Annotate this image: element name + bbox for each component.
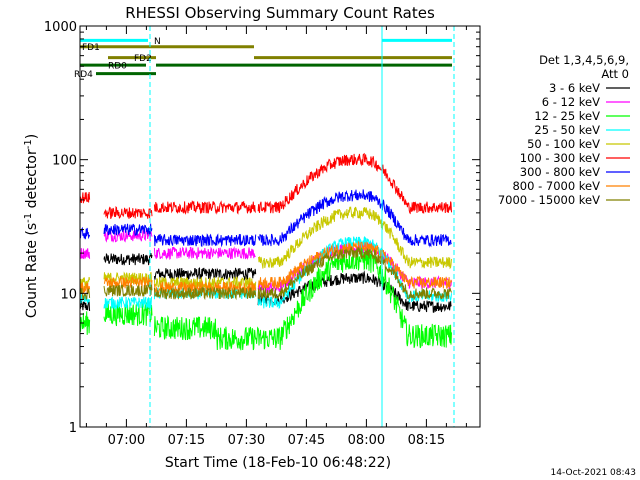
x-tick-label: 07:15 [168,433,205,448]
series-line [79,247,452,301]
chart-title: RHESSI Observing Summary Count Rates [125,4,435,22]
y-tick-label: 1 [69,421,77,436]
y-tick-label: 1000 [44,20,77,35]
legend-header: Det 1,3,4,5,6,9, [539,53,629,67]
legend-entry-label: 3 - 6 keV [549,81,600,95]
flag-label: FD1 [82,43,100,53]
y-tick-label: 10 [60,287,77,302]
footer-timestamp: 14-Oct-2021 08:43 [551,468,636,478]
legend-entry-label: 12 - 25 keV [534,109,600,123]
legend-entry-label: 50 - 100 keV [527,137,600,151]
flag-label: RD0 [108,62,127,72]
x-tick-label: 07:00 [108,433,145,448]
time-markers [79,26,455,427]
legend-entry-label: 300 - 800 keV [520,165,600,179]
legend-header: Att 0 [601,67,629,81]
series-line [79,152,452,220]
series-line [79,240,452,296]
flag-label: RD4 [74,70,93,80]
series-line [79,252,452,313]
legend-entry-label: 25 - 50 keV [534,123,600,137]
flag-label: N [154,37,161,47]
legend-entry-label: 7000 - 15000 keV [498,193,600,207]
y-tick-label: 100 [52,154,77,169]
series-line [79,206,452,289]
series-line [79,189,452,248]
flag-label: FD2 [134,54,152,64]
series-line [79,236,452,310]
legend-entry-label: 100 - 300 keV [520,151,600,165]
series-lines [79,152,452,351]
x-tick-label: 07:45 [288,433,325,448]
x-tick-label: 07:30 [228,433,265,448]
y-axis-label: Count Rate (s-1 detector-1) [23,134,41,318]
legend-entry-label: 6 - 12 keV [542,95,600,109]
x-axis-label: Start Time (18-Feb-10 06:48:22) [165,455,391,471]
series-line [79,247,452,351]
legend-entry-label: 800 - 7000 keV [512,179,600,193]
attenuator-flags: N FD1 FD2 RD0 RD4 [74,37,452,80]
plot-frame [79,25,481,428]
x-tick-label: 08:15 [408,433,445,448]
x-tick-label: 08:00 [348,433,385,448]
